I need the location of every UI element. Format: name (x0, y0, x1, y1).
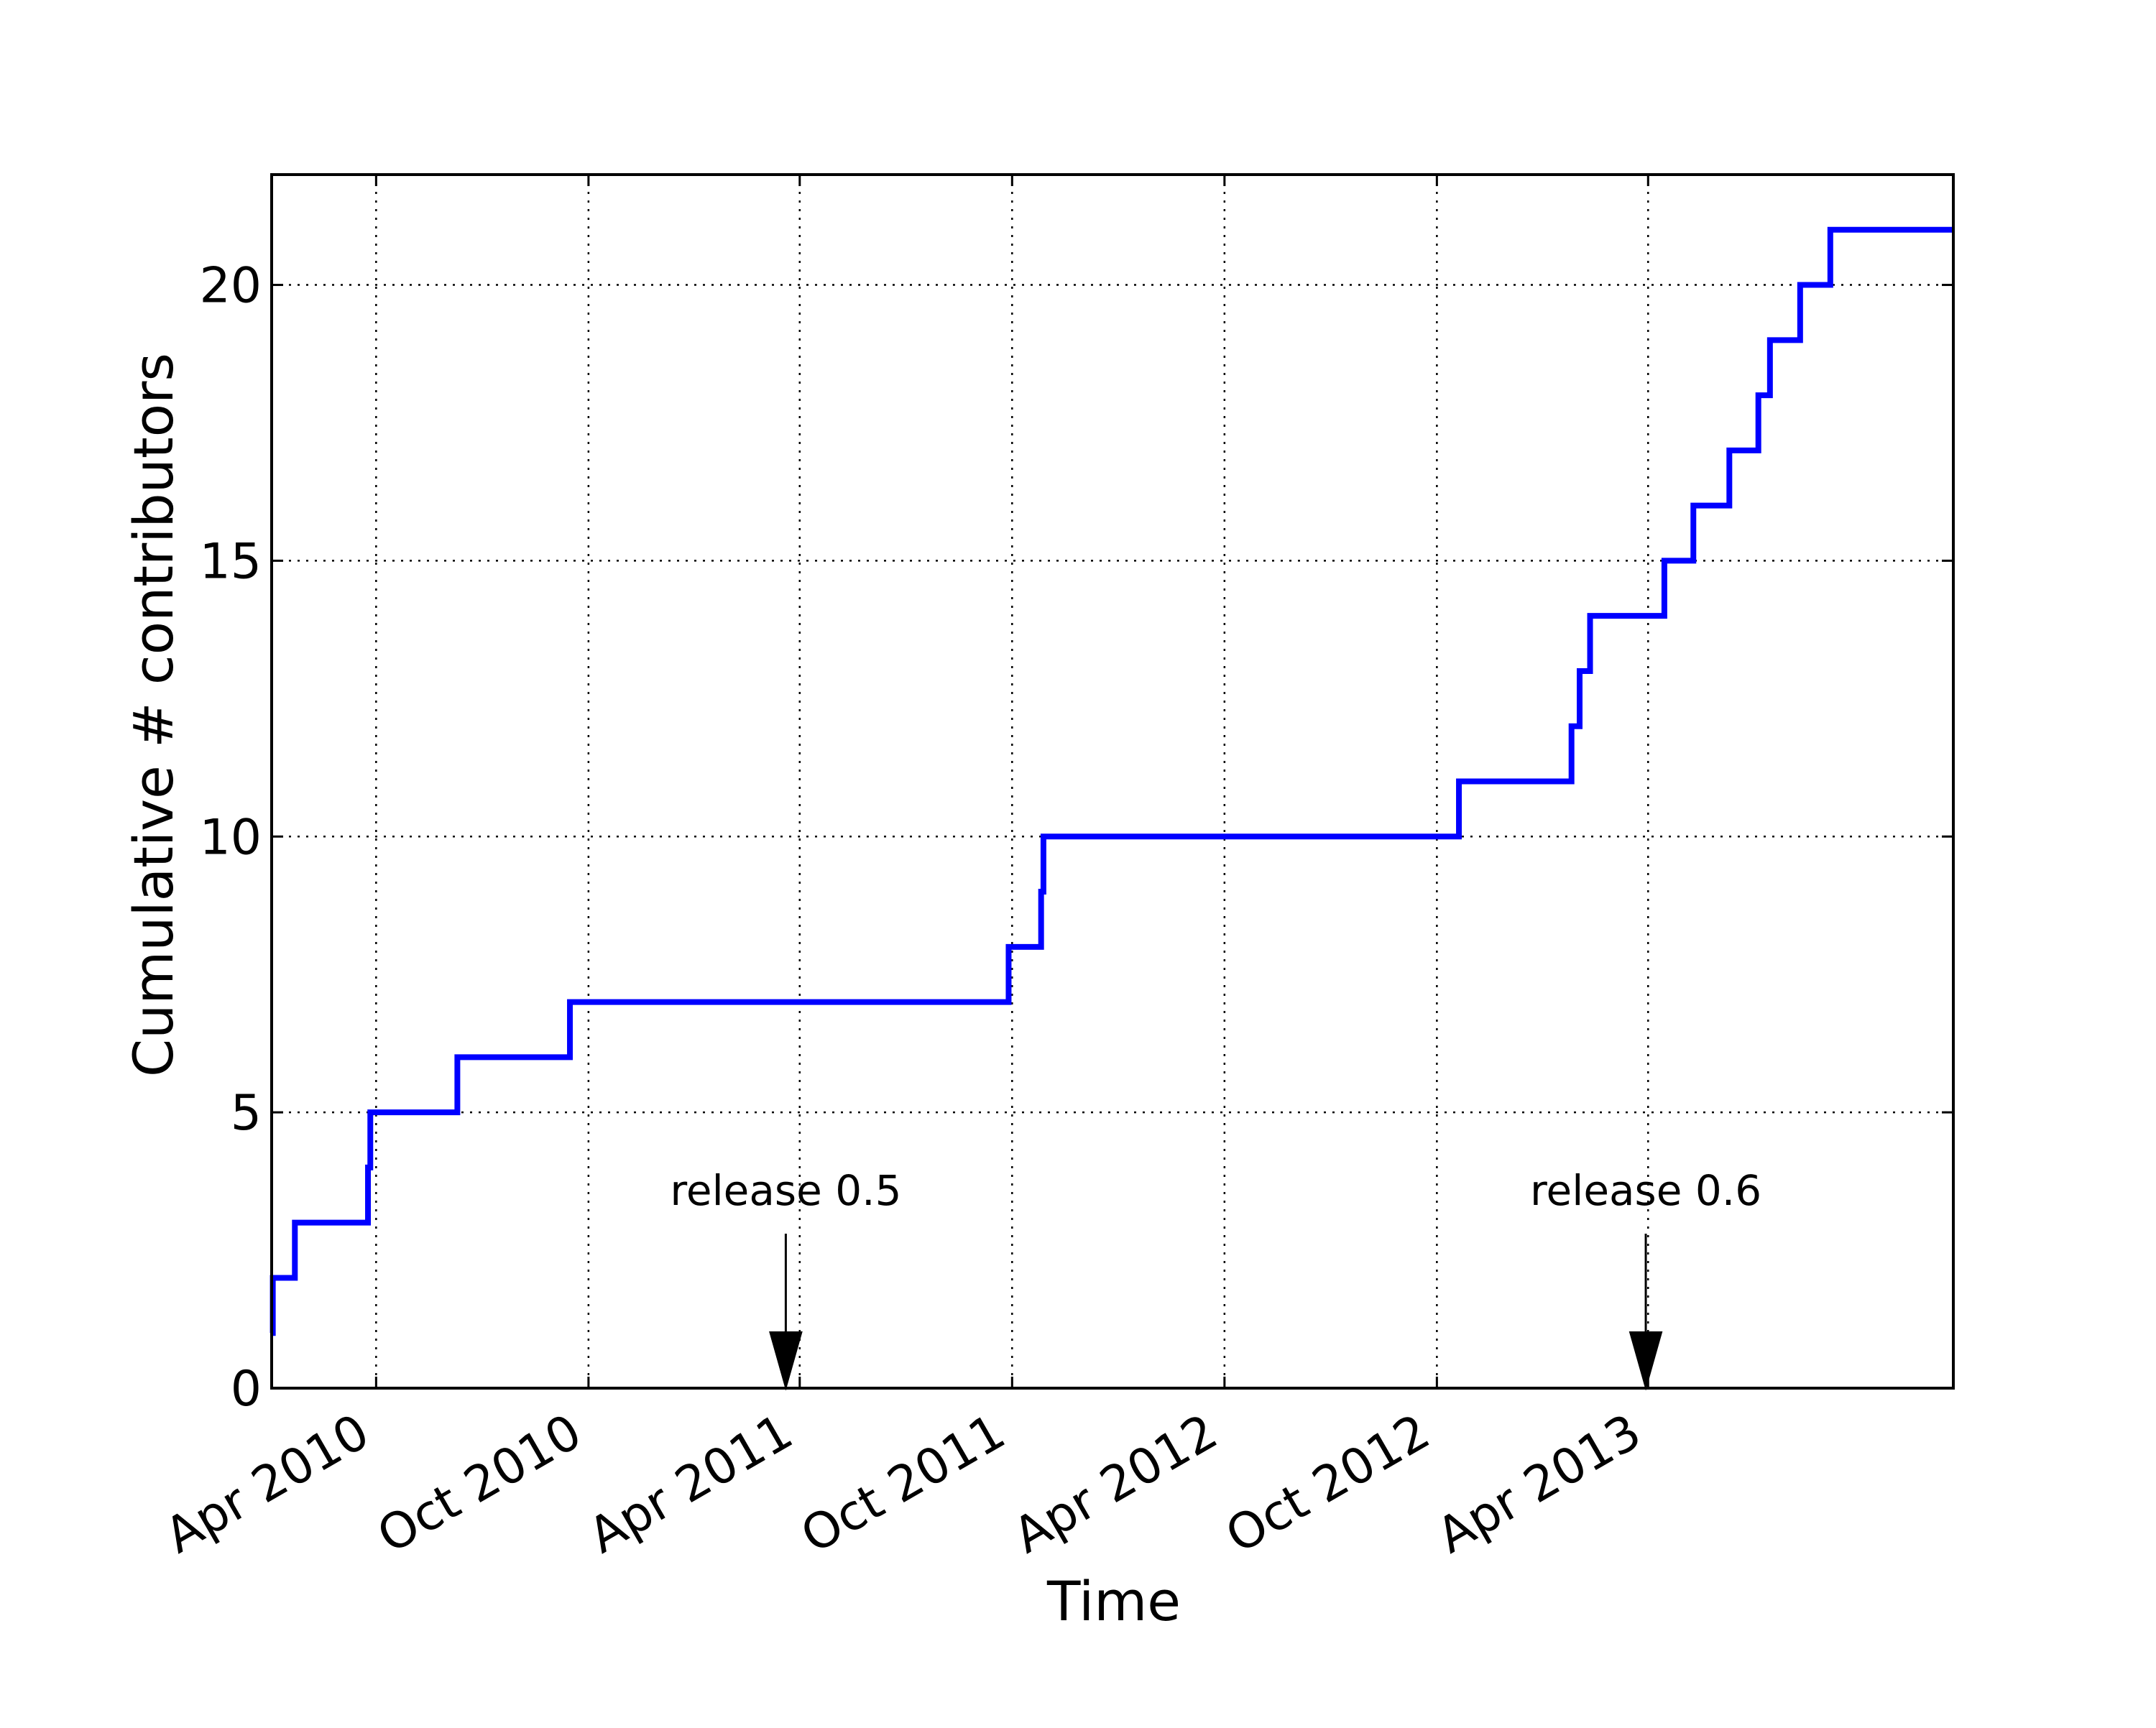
y-axis-title: Cumulative # contributors (121, 353, 185, 1077)
y-tick-label: 10 (199, 809, 262, 866)
y-tick-label: 0 (231, 1361, 262, 1418)
annotation-label: release 0.6 (1530, 1166, 1761, 1215)
annotation-label: release 0.5 (670, 1166, 901, 1215)
x-axis-title: Time (1046, 1569, 1181, 1633)
plot-frame (270, 173, 1955, 1390)
annotation-arrow-head (769, 1331, 803, 1391)
y-tick-label: 15 (199, 533, 262, 590)
y-tick-label: 5 (231, 1085, 262, 1142)
annotation-arrow-head (1628, 1331, 1663, 1391)
series-line-0 (270, 226, 1953, 1336)
y-tick-label: 20 (199, 258, 262, 315)
